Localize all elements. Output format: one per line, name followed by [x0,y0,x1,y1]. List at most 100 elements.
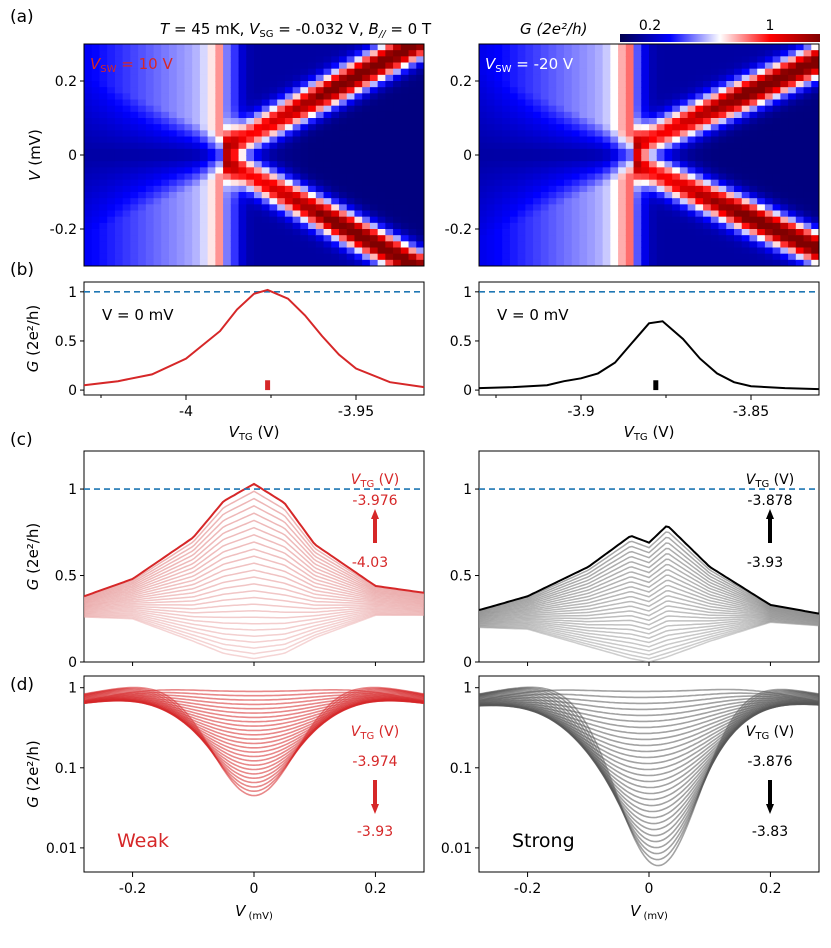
heatmap-cell [99,192,108,199]
heatmap-cell [230,247,240,255]
heatmap-cell [300,44,309,51]
heatmap-cell [138,229,147,236]
heatmap-cell [107,192,116,199]
heatmap-cell [788,173,797,181]
heatmap-cell [145,235,155,242]
heatmap-cell [718,192,727,199]
heatmap-cell [734,56,743,64]
heatmap-cell [238,247,247,255]
y-tick-label: 0 [68,655,77,671]
heatmap-cell [215,216,224,224]
heatmap-cell [734,68,743,76]
heatmap-cell [502,241,511,249]
heatmap-cell [509,204,519,212]
heatmap-cell [479,198,488,205]
y-tick-label: -0.2 [50,222,77,238]
heatmap-cell [107,198,116,205]
heatmap-cell [261,68,271,76]
heatmap-cell [479,87,488,94]
heatmap-cell [788,136,797,144]
heatmap-cell [703,68,712,76]
heatmap-cell [602,185,611,193]
heatmap-cell [323,216,332,224]
heatmap-cell [556,204,565,212]
heatmap-cell [795,204,805,212]
heatmap-cell [114,204,124,212]
heatmap-cell [502,253,511,261]
heatmap-cell [416,105,424,113]
heatmap-cell [803,259,812,266]
vsw-annotation-sub: SW [495,64,511,75]
heatmap-cell [400,74,410,82]
heatmap-cell [664,179,673,187]
heatmap-cell [339,87,348,94]
heatmap-cell [649,105,658,113]
y-tick-label: 0.5 [55,569,77,585]
heatmap-cell [625,253,635,261]
heatmap-cell [494,62,503,70]
x-tick-label: -4 [179,404,193,420]
y-tick-label: 0.01 [46,841,77,857]
heatmap-cell [509,142,519,150]
heatmap-cell [153,155,162,162]
heatmap-cell [564,148,573,156]
heatmap-cell [718,93,727,101]
heatmap-cell [525,161,534,168]
heatmap-cell [292,68,301,76]
heatmap-cell [649,259,658,266]
conductance-curve [479,700,819,789]
heatmap-cell [339,99,348,107]
heatmap-cell [710,136,720,144]
conductance-curve [479,569,819,619]
heatmap-cell [618,50,627,57]
heatmap-cell [726,148,735,156]
heatmap-cell [795,235,805,242]
heatmap-cell [625,235,635,242]
heatmap-cell [223,253,232,261]
heatmap-cell [772,68,781,76]
heatmap-cell [254,81,263,88]
heatmap-cell [300,81,309,88]
heatmap-cell [223,111,232,119]
heatmap-cell [772,253,781,261]
heatmap-cell [284,105,294,113]
heatmap-cell [184,192,193,199]
heatmap-cell [656,56,666,64]
heatmap-cell [369,198,379,205]
heatmap-cell [610,173,619,181]
heatmap-cell [602,222,611,230]
heatmap-cell [602,259,611,266]
heatmap-cell [246,99,255,107]
heatmap-cell [718,185,727,193]
heatmap-cell [803,118,812,125]
heatmap-cell [230,179,240,187]
conductance-curve [84,688,424,788]
heatmap-cell [315,56,325,64]
heatmap-cell [238,216,247,224]
heatmap-cell [795,44,805,51]
heatmap-cell [540,198,550,205]
heatmap-cell [610,118,619,125]
heatmap-cell [540,62,550,70]
heatmap-cell [369,229,379,236]
heatmap-cell [618,222,627,230]
heatmap-cell [649,50,658,57]
heatmap-cell [261,185,271,193]
heatmap-cell [788,210,797,218]
heatmap-cell [161,81,170,88]
heatmap-cell [130,241,139,249]
heatmap-cell [548,68,557,76]
heatmap-cell [346,179,356,187]
heatmap-cell [254,105,263,113]
heatmap-cell [138,253,147,261]
heatmap-cell [772,148,781,156]
heatmap-cell [339,167,348,175]
heatmap-cell [176,259,186,266]
heatmap-cell [734,173,743,181]
heatmap-cell [679,192,689,199]
heatmap-cell [703,93,712,101]
heatmap-cell [571,210,581,218]
heatmap-cell [788,222,797,230]
heatmap-cell [718,210,727,218]
heatmap-cell [556,68,565,76]
